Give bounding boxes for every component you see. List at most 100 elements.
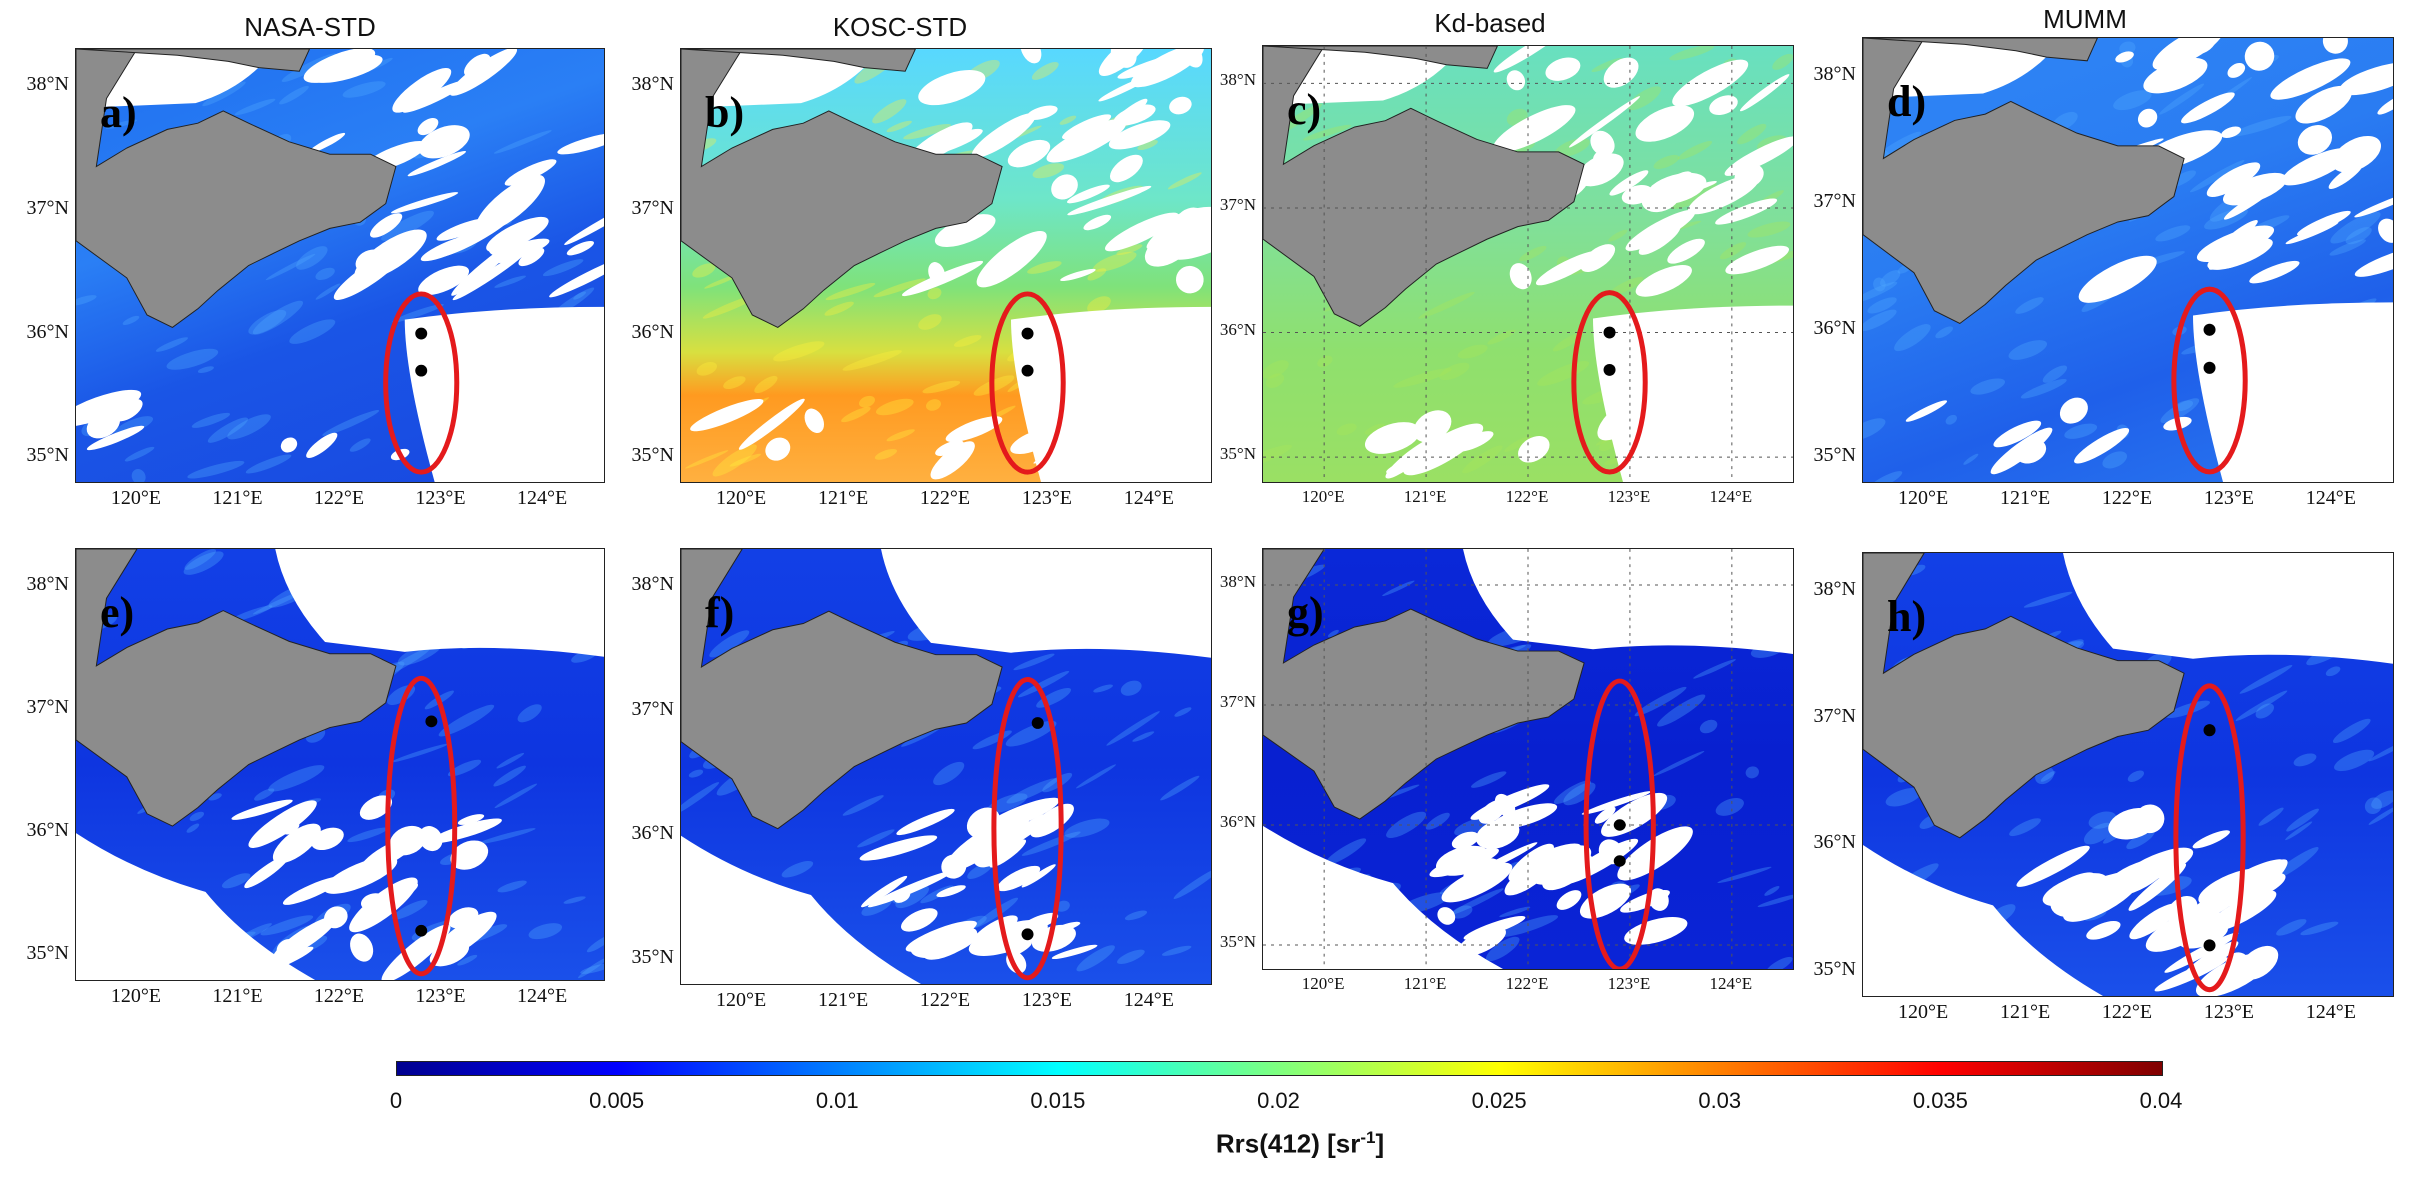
map-canvas: [1863, 38, 2393, 482]
cloud-patch: [2207, 238, 2273, 270]
water-texture: [2231, 115, 2292, 137]
lat-tick-label: 37°N: [1813, 189, 1856, 212]
water-texture: [1106, 711, 1160, 746]
water-texture: [781, 860, 814, 878]
cloud-patch: [1493, 105, 1576, 153]
cloud-band: [2193, 302, 2393, 482]
cloud-patch: [1493, 46, 1565, 73]
water-texture: [2368, 805, 2393, 825]
cloud-patch: [2354, 190, 2393, 218]
water-texture: [1693, 659, 1736, 679]
water-texture: [2364, 797, 2382, 815]
cloud-patch: [381, 924, 451, 980]
land-north: [1863, 38, 2098, 62]
cloud-patch: [429, 818, 502, 844]
water-texture: [2119, 41, 2136, 55]
lon-tick-label: 122°E: [2101, 487, 2153, 509]
water-texture: [1167, 172, 1202, 190]
water-texture: [1027, 261, 1062, 274]
cloud-patch: [2086, 921, 2121, 940]
cloud-patch: [1545, 57, 1581, 81]
cloud-patch: [936, 885, 966, 898]
water-texture: [1717, 866, 1772, 884]
water-texture: [926, 399, 941, 411]
cloud-patch: [2182, 941, 2239, 980]
water-texture: [1608, 229, 1628, 242]
cloud-patch: [1635, 264, 1692, 297]
station-dot: [1603, 363, 1616, 376]
map-panel-f: f): [680, 548, 1212, 985]
water-texture: [1124, 910, 1148, 921]
water-texture: [493, 765, 526, 787]
lon-tick-label: 120°E: [1898, 487, 1949, 509]
station-ellipse: [2171, 286, 2248, 475]
no-data-region: [275, 549, 604, 657]
water-texture: [2334, 749, 2375, 772]
lon-tick-label: 121°E: [817, 989, 869, 1011]
cloud-patch: [2181, 92, 2235, 124]
lon-tick-label: 124°E: [1709, 487, 1753, 506]
water-texture: [825, 283, 876, 301]
lat-tick-label: 37°N: [631, 196, 674, 219]
water-texture: [1945, 414, 1957, 425]
lat-tick-label: 36°N: [1813, 831, 1856, 854]
water-texture: [1499, 906, 1531, 918]
water-texture: [279, 85, 309, 105]
land-shandong: [1863, 38, 2185, 325]
map-panel-h: h): [1862, 552, 2394, 997]
water-texture: [1591, 57, 1623, 73]
water-texture: [2159, 83, 2205, 115]
cloud-patch: [861, 875, 908, 908]
cloud-patch: [549, 256, 604, 298]
lon-tick-label: 121°E: [1999, 487, 2051, 509]
water-texture: [1863, 418, 1886, 441]
cloud-patch: [1051, 944, 1098, 960]
water-texture: [1677, 141, 1713, 160]
station-ellipse: [385, 675, 458, 977]
water-texture: [903, 123, 951, 140]
cloud-patch: [935, 440, 964, 456]
lon-tick-label: 124°E: [1709, 974, 1753, 993]
cloud-patch: [2328, 162, 2364, 189]
water-texture: [1076, 945, 1115, 972]
water-texture: [2165, 700, 2211, 719]
water-texture: [1552, 332, 1583, 352]
water-texture: [1485, 936, 1520, 962]
lon-tick-label: 123°E: [1607, 974, 1651, 993]
cloud-patch: [896, 808, 955, 836]
map-canvas: [1863, 553, 2393, 996]
water-texture: [381, 210, 434, 241]
cloud-patch: [407, 151, 467, 177]
cloud-patch: [1067, 184, 1110, 204]
cloud-patch: [1594, 806, 1616, 824]
water-texture: [2300, 921, 2339, 936]
lon-tick-label: 121°E: [212, 985, 263, 1007]
cloud-patch: [1635, 105, 1695, 142]
water-texture: [1757, 894, 1793, 908]
cloud-patch: [928, 262, 945, 285]
water-texture: [696, 362, 717, 376]
water-texture: [2023, 591, 2073, 608]
lon-tick-label: 122°E: [1505, 487, 1549, 506]
lat-tick-label: 38°N: [26, 572, 69, 595]
water-texture: [1449, 888, 1504, 916]
cloud-patch: [1020, 49, 1042, 64]
water-texture: [392, 899, 428, 920]
water-texture: [105, 119, 138, 129]
lon-tick-label: 120°E: [1301, 487, 1345, 506]
cloud-patch: [418, 125, 470, 159]
lon-tick-label: 122°E: [313, 487, 365, 509]
lon-tick-label: 123°E: [1607, 487, 1651, 506]
lon-tick-label: 124°E: [1123, 989, 1174, 1011]
cloud-patch: [1569, 96, 1640, 148]
water-texture: [260, 915, 314, 936]
water-texture: [1265, 373, 1285, 389]
water-texture: [191, 412, 231, 428]
cloud-patch: [867, 870, 953, 908]
cloud-patch: [1007, 139, 1051, 168]
station-dot: [2203, 323, 2216, 336]
station-dot: [1021, 928, 1034, 941]
water-texture: [248, 309, 287, 335]
lon-tick-label: 124°E: [2305, 1001, 2356, 1023]
water-texture: [1873, 277, 1886, 292]
